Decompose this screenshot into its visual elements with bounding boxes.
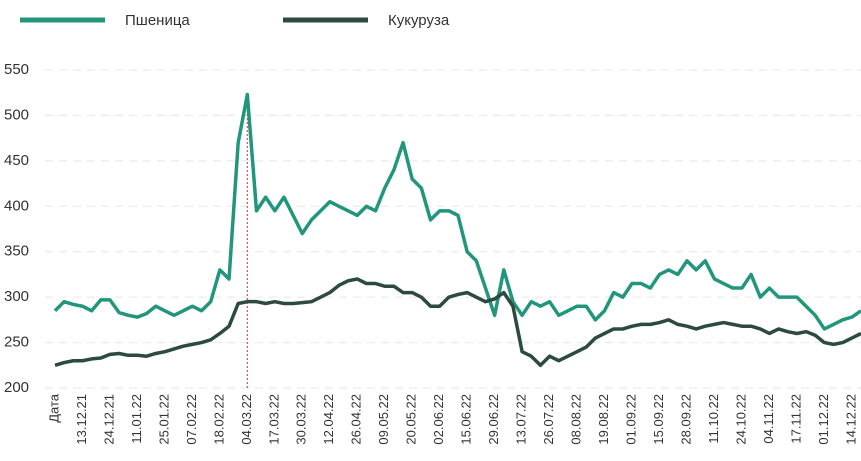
x-tick-label: 29.06.22 <box>486 394 501 445</box>
x-tick-label: 13.07.22 <box>514 394 529 445</box>
x-tick-label: 01.12.22 <box>816 394 831 445</box>
x-tick-label: 15.09.22 <box>651 394 666 445</box>
x-tick-label: 25.01.22 <box>156 394 171 445</box>
y-tick-label: 350 <box>4 243 29 260</box>
legend-label: Пшеница <box>125 12 190 29</box>
x-tick-label: 07.02.22 <box>184 394 199 445</box>
x-tick-label: 26.04.22 <box>349 394 364 445</box>
x-tick-label: 08.08.22 <box>569 394 584 445</box>
x-tick-label: 01.09.22 <box>623 394 638 445</box>
x-tick-label: 11.01.22 <box>129 394 144 444</box>
y-tick-label: 500 <box>4 106 29 123</box>
y-tick-label: 200 <box>4 379 29 396</box>
x-tick-label: 13.12.21 <box>74 394 89 445</box>
y-tick-label: 450 <box>4 152 29 169</box>
x-tick-label: 14.12.22 <box>843 394 858 445</box>
x-tick-label: 26.07.22 <box>541 394 556 445</box>
x-tick-label: 24.12.21 <box>101 394 116 445</box>
series-line <box>53 92 861 331</box>
x-tick-label: 17.03.22 <box>266 394 281 445</box>
series-line <box>54 277 861 368</box>
x-tick-label: 02.06.22 <box>431 394 446 445</box>
x-tick-label: 17.11.22 <box>788 394 803 444</box>
x-tick-label: 09.05.22 <box>376 394 391 445</box>
x-tick-label: Дата <box>46 393 61 423</box>
x-tick-label: 12.04.22 <box>321 394 336 445</box>
x-tick-label: 11.10.22 <box>706 394 721 444</box>
x-tick-label: 19.08.22 <box>596 394 611 445</box>
x-tick-label: 04.11.22 <box>761 394 776 444</box>
y-tick-label: 300 <box>4 288 29 305</box>
x-tick-label: 20.05.22 <box>404 394 419 445</box>
x-tick-label: 24.10.22 <box>733 394 748 445</box>
y-tick-label: 400 <box>4 197 29 214</box>
x-tick-label: 04.03.22 <box>239 394 254 445</box>
x-tick-label: 28.09.22 <box>678 394 693 445</box>
legend-label: Кукуруза <box>388 12 450 29</box>
y-tick-label: 250 <box>4 334 29 351</box>
x-tick-label: 15.06.22 <box>459 394 474 445</box>
y-tick-label: 550 <box>4 61 29 78</box>
x-tick-label: 18.02.22 <box>211 394 226 445</box>
x-tick-label: 30.03.22 <box>294 394 309 445</box>
